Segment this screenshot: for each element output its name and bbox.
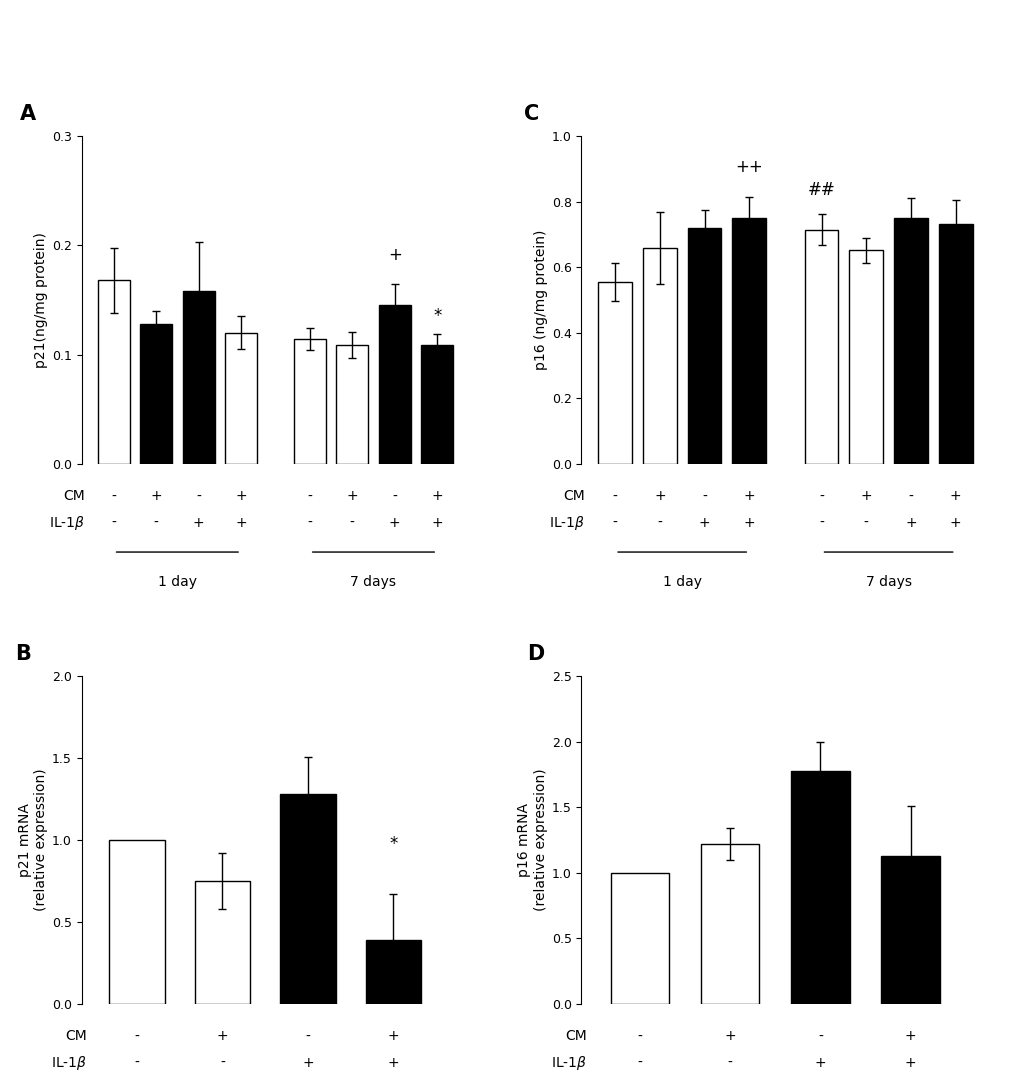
Text: +: +	[302, 1056, 314, 1069]
Text: -: -	[307, 516, 312, 529]
Text: +: +	[387, 1030, 398, 1043]
Text: -: -	[135, 1056, 140, 1069]
Text: +: +	[431, 516, 442, 529]
Bar	[280, 794, 335, 1004]
Text: -: -	[135, 1030, 140, 1043]
Text: -: -	[154, 516, 158, 529]
Text: -: -	[612, 490, 616, 503]
Bar	[195, 882, 250, 1004]
Text: -: -	[306, 1030, 310, 1043]
Bar	[140, 324, 172, 464]
Bar	[894, 217, 927, 464]
Bar	[598, 281, 632, 464]
Text: +: +	[653, 490, 665, 503]
Text: +: +	[814, 1056, 825, 1069]
Text: +: +	[698, 516, 709, 529]
Text: +: +	[743, 490, 754, 503]
Bar	[642, 248, 676, 464]
Text: -: -	[220, 1056, 224, 1069]
Text: CM: CM	[63, 490, 85, 503]
Text: B: B	[15, 644, 32, 663]
Bar	[610, 873, 668, 1004]
Bar	[791, 770, 849, 1004]
Text: A: A	[19, 104, 36, 123]
Bar	[804, 230, 838, 464]
Text: 1 day: 1 day	[158, 575, 197, 588]
Text: +: +	[949, 490, 961, 503]
Text: -: -	[111, 490, 116, 503]
Text: +: +	[860, 490, 871, 503]
Text: CM: CM	[562, 490, 584, 503]
Text: -: -	[818, 490, 823, 503]
Text: +: +	[387, 247, 401, 264]
Text: IL-1$\beta$: IL-1$\beta$	[51, 1054, 87, 1071]
Text: +: +	[388, 516, 400, 529]
Text: -: -	[908, 490, 913, 503]
Y-axis label: p21 mRNA
(relative expression): p21 mRNA (relative expression)	[17, 769, 48, 911]
Text: -: -	[392, 490, 396, 503]
Bar	[937, 224, 971, 464]
Text: -: -	[196, 490, 201, 503]
Text: 7 days: 7 days	[351, 575, 396, 588]
Bar	[687, 228, 720, 464]
Bar	[293, 339, 325, 464]
Text: -: -	[817, 1030, 822, 1043]
Text: ##: ##	[807, 181, 835, 200]
Text: +: +	[723, 1030, 735, 1043]
Text: CM: CM	[65, 1030, 87, 1043]
Text: IL-1$\beta$: IL-1$\beta$	[548, 514, 584, 531]
Text: -: -	[307, 490, 312, 503]
Text: 7 days: 7 days	[865, 575, 911, 588]
Text: +: +	[904, 1056, 915, 1069]
Text: -: -	[637, 1056, 642, 1069]
Text: +: +	[743, 516, 754, 529]
Text: -: -	[863, 516, 868, 529]
Text: +: +	[235, 490, 247, 503]
Text: +: +	[150, 490, 162, 503]
Bar	[366, 939, 421, 1004]
Text: IL-1$\beta$: IL-1$\beta$	[550, 1054, 587, 1071]
Text: +: +	[904, 516, 916, 529]
Text: +: +	[387, 1056, 398, 1069]
Bar	[98, 280, 129, 464]
Bar	[732, 217, 765, 464]
Bar	[378, 305, 411, 464]
Bar	[421, 345, 452, 464]
Y-axis label: p16 mRNA
(relative expression): p16 mRNA (relative expression)	[517, 769, 547, 911]
Text: -: -	[637, 1030, 642, 1043]
Text: D: D	[527, 644, 544, 663]
Text: +: +	[216, 1030, 228, 1043]
Text: *: *	[389, 836, 397, 853]
Bar	[109, 840, 164, 1004]
Text: -: -	[612, 516, 616, 529]
Bar	[849, 250, 882, 464]
Text: +: +	[904, 1030, 915, 1043]
Text: -: -	[818, 516, 823, 529]
Text: *: *	[433, 308, 441, 325]
Text: -: -	[701, 490, 706, 503]
Text: -: -	[111, 516, 116, 529]
Bar	[700, 844, 758, 1004]
Text: -: -	[350, 516, 355, 529]
Text: -: -	[727, 1056, 732, 1069]
Text: +: +	[431, 490, 442, 503]
Bar	[225, 333, 257, 464]
Text: +: +	[235, 516, 247, 529]
Bar	[182, 291, 214, 464]
Text: +: +	[346, 490, 358, 503]
Text: ++: ++	[735, 158, 762, 176]
Text: +: +	[193, 516, 204, 529]
Y-axis label: p21(ng/mg protein): p21(ng/mg protein)	[34, 232, 48, 368]
Bar	[880, 855, 938, 1004]
Text: IL-1$\beta$: IL-1$\beta$	[49, 514, 85, 531]
Text: 1 day: 1 day	[662, 575, 701, 588]
Text: C: C	[524, 104, 539, 123]
Y-axis label: p16 (ng/mg protein): p16 (ng/mg protein)	[533, 230, 547, 370]
Text: -: -	[656, 516, 661, 529]
Text: +: +	[949, 516, 961, 529]
Text: CM: CM	[565, 1030, 587, 1043]
Bar	[336, 345, 368, 464]
